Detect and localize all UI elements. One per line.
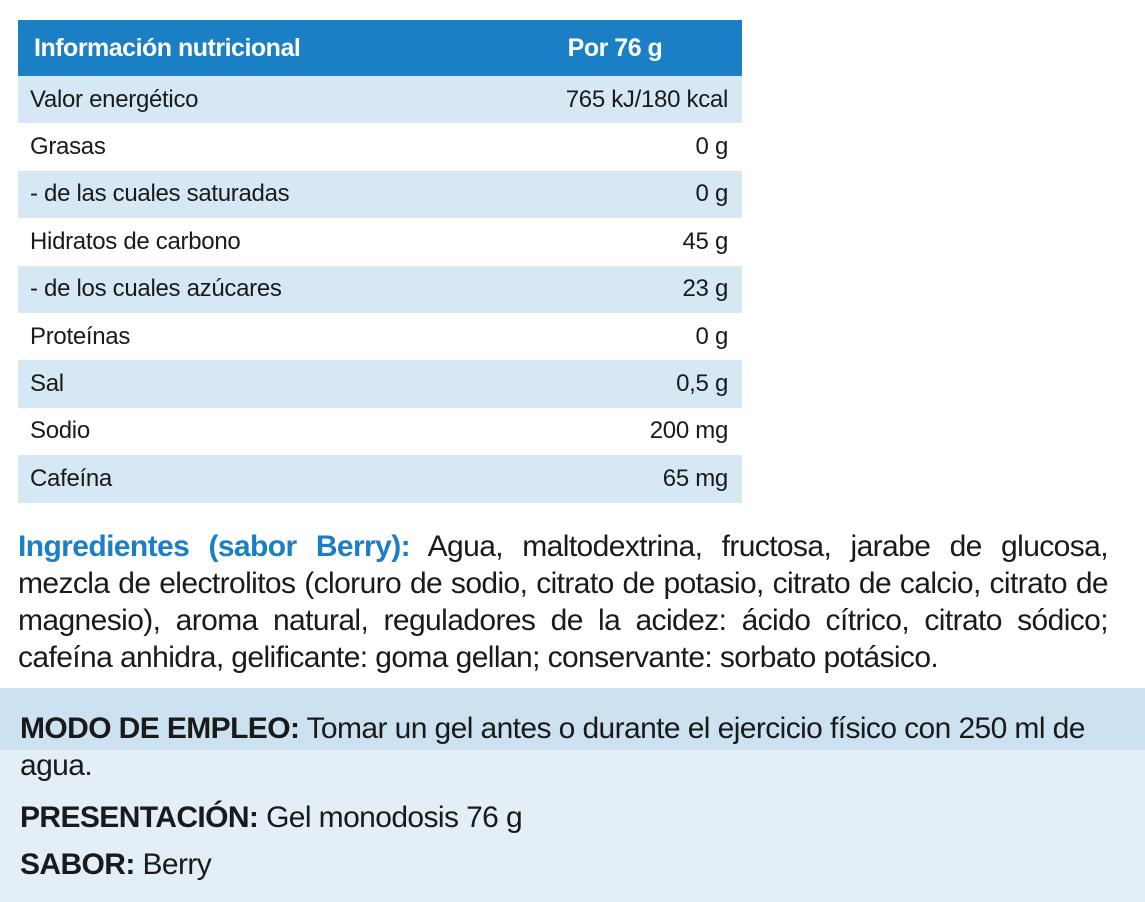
nutrient-name: - de los cuales azúcares <box>18 265 488 313</box>
table-row: Sal 0,5 g <box>18 360 742 408</box>
nutrient-value: 45 g <box>488 218 742 266</box>
flavor-label: SABOR: <box>20 848 135 881</box>
usage-label: MODO DE EMPLEO: <box>20 712 300 745</box>
ingredients-text: Agua, maltodextrina, fructosa, jarabe de… <box>18 530 1109 674</box>
nutrient-name: Hidratos de carbono <box>18 218 488 266</box>
table-row: Sodio 200 mg <box>18 407 742 456</box>
table-header-row: Información nutricional Por 76 g <box>18 20 742 76</box>
table-header-label: Información nutricional <box>18 20 488 76</box>
nutrient-value: 0 g <box>488 170 742 219</box>
ingredients-label: Ingredientes (sabor Berry): <box>18 530 411 563</box>
table-row: Valor energético 765 kJ/180 kcal <box>18 76 742 124</box>
usage-info-panel: MODO DE EMPLEO: Tomar un gel antes o dur… <box>0 688 1145 902</box>
usage-line: MODO DE EMPLEO: Tomar un gel antes o dur… <box>20 710 1130 784</box>
nutrient-value: 200 mg <box>488 407 742 456</box>
flavor-line: SABOR: Berry <box>20 846 1130 883</box>
presentation-label: PRESENTACIÓN: <box>20 801 259 834</box>
table-row: - de los cuales azúcares 23 g <box>18 265 742 313</box>
nutrient-value: 0 g <box>488 123 742 171</box>
nutrition-table: Información nutricional Por 76 g Valor e… <box>18 20 742 503</box>
table-row: Proteínas 0 g <box>18 312 742 361</box>
nutrient-value: 0 g <box>488 312 742 361</box>
nutrient-value: 765 kJ/180 kcal <box>488 76 742 124</box>
nutrient-name: Cafeína <box>18 455 488 503</box>
nutrient-name: Grasas <box>18 123 488 171</box>
table-row: Hidratos de carbono 45 g <box>18 218 742 266</box>
nutrient-name: Sodio <box>18 407 488 456</box>
nutrient-name: Valor energético <box>18 76 488 124</box>
ingredients-paragraph: Ingredientes (sabor Berry): Agua, maltod… <box>18 528 1109 676</box>
nutrient-value: 23 g <box>488 265 742 313</box>
nutrient-value: 65 mg <box>488 455 742 503</box>
flavor-text: Berry <box>134 848 212 881</box>
nutrient-name: Sal <box>18 360 488 408</box>
usage-band <box>0 688 1145 750</box>
table-header-value: Por 76 g <box>488 20 742 76</box>
table-row: - de las cuales saturadas 0 g <box>18 170 742 219</box>
presentation-text: Gel monodosis 76 g <box>258 801 523 834</box>
nutrient-name: Proteínas <box>18 312 488 361</box>
nutrient-value: 0,5 g <box>488 360 742 408</box>
usage-text: Tomar un gel antes o durante el ejercici… <box>20 712 1085 782</box>
table-row: Grasas 0 g <box>18 123 742 171</box>
presentation-line: PRESENTACIÓN: Gel monodosis 76 g <box>20 799 1130 836</box>
table-row: Cafeína 65 mg <box>18 455 742 503</box>
nutrient-name: - de las cuales saturadas <box>18 170 488 219</box>
